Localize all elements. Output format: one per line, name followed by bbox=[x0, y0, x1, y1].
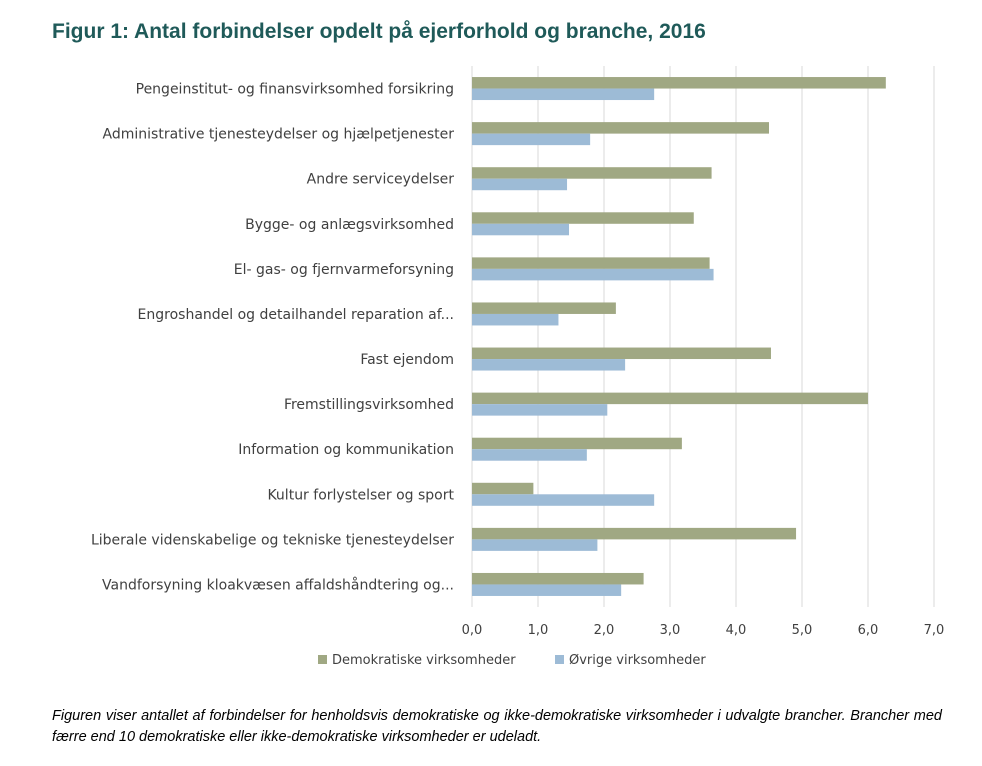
bar-oevrige bbox=[472, 133, 591, 146]
bar-demokratiske bbox=[472, 392, 868, 405]
category-label: Fremstillingsvirksomhed bbox=[284, 397, 454, 413]
bar-demokratiske bbox=[472, 572, 644, 585]
x-tick-label: 6,0 bbox=[858, 623, 879, 638]
category-label: Andre serviceydelser bbox=[307, 172, 455, 188]
bar-oevrige bbox=[472, 584, 622, 596]
bar-oevrige bbox=[472, 494, 655, 506]
bar-demokratiske bbox=[472, 347, 771, 360]
x-tick-label: 2,0 bbox=[594, 623, 615, 638]
bar-chart: Pengeinstitut- og finansvirksomhed forsi… bbox=[91, 66, 945, 668]
bar-oevrige bbox=[472, 539, 598, 551]
figure-caption: Figuren viser antallet af forbindelser f… bbox=[52, 708, 942, 745]
x-tick-label: 7,0 bbox=[924, 623, 945, 638]
bar-demokratiske bbox=[472, 77, 886, 89]
bar-demokratiske bbox=[472, 527, 797, 540]
legend-label: Øvrige virksomheder bbox=[569, 653, 706, 668]
legend-swatch bbox=[318, 655, 327, 664]
bar-oevrige bbox=[472, 404, 608, 416]
bar-oevrige bbox=[472, 178, 568, 191]
gridlines bbox=[471, 66, 935, 607]
chart-title: Figur 1: Antal forbindelser opdelt på ej… bbox=[52, 20, 706, 43]
legend-swatch bbox=[555, 655, 564, 664]
bar-oevrige bbox=[472, 223, 570, 236]
bar-demokratiske bbox=[472, 167, 712, 179]
bar-demokratiske bbox=[472, 437, 682, 450]
category-label: El- gas- og fjernvarmeforsyning bbox=[234, 262, 454, 278]
category-label: Fast ejendom bbox=[360, 352, 454, 368]
x-tick-label: 5,0 bbox=[792, 623, 813, 638]
x-tick-label: 0,0 bbox=[462, 623, 483, 638]
bar-demokratiske bbox=[472, 257, 710, 269]
bar-oevrige bbox=[472, 88, 655, 101]
legend: Demokratiske virksomheder Øvrige virksomh… bbox=[318, 653, 706, 668]
bar-demokratiske bbox=[472, 302, 616, 314]
x-tick-label: 3,0 bbox=[660, 623, 681, 638]
category-label: Liberale videnskabelige og tekniske tjen… bbox=[91, 532, 454, 548]
x-tick-label: 4,0 bbox=[726, 623, 747, 638]
category-labels: Pengeinstitut- og finansvirksomhed forsi… bbox=[91, 82, 455, 594]
bar-oevrige bbox=[472, 449, 587, 461]
category-label: Pengeinstitut- og finansvirksomhed forsi… bbox=[136, 82, 454, 98]
bar-demokratiske bbox=[472, 482, 534, 495]
x-axis-ticks: 0,0 1,0 2,0 3,0 4,0 5,0 6,0 7,0 bbox=[462, 623, 945, 638]
category-label: Engroshandel og detailhandel reparation … bbox=[138, 307, 454, 323]
bar-oevrige bbox=[472, 268, 714, 281]
bars bbox=[472, 77, 886, 596]
bar-oevrige bbox=[472, 359, 626, 371]
x-tick-label: 1,0 bbox=[528, 623, 549, 638]
category-label: Kultur forlystelser og sport bbox=[267, 487, 454, 503]
category-label: Information og kommunikation bbox=[238, 442, 454, 458]
category-label: Administrative tjenesteydelser og hjælpe… bbox=[103, 127, 455, 143]
category-label: Bygge- og anlægsvirksomhed bbox=[245, 217, 454, 233]
bar-demokratiske bbox=[472, 212, 694, 224]
bar-oevrige bbox=[472, 313, 559, 326]
legend-label: Demokratiske virksomheder bbox=[332, 653, 516, 668]
category-label: Vandforsyning kloakvæsen affaldshåndteri… bbox=[102, 576, 454, 593]
bar-demokratiske bbox=[472, 122, 769, 134]
